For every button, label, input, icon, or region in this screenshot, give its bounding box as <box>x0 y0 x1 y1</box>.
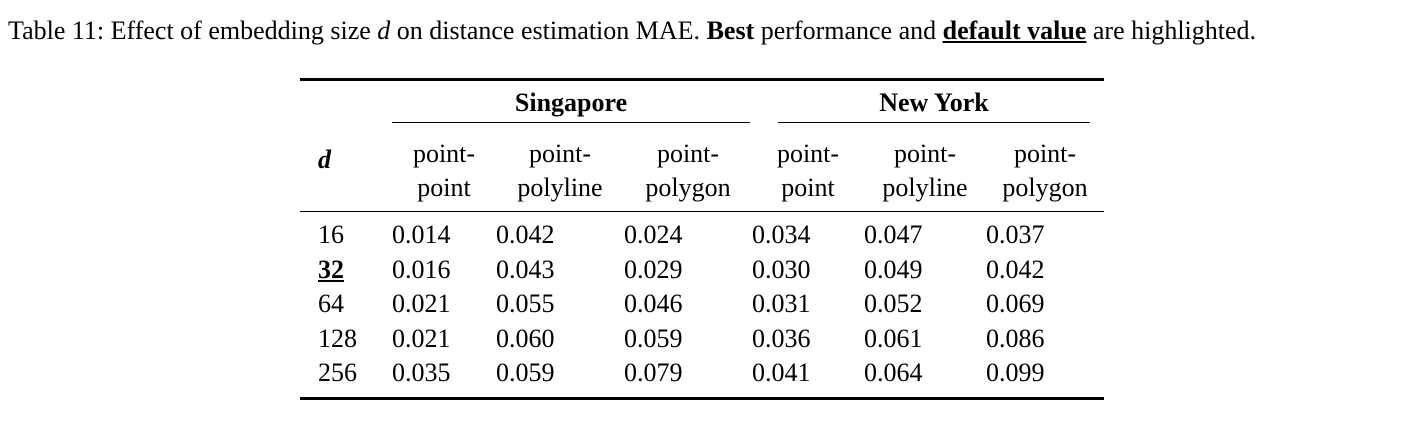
table-row: 128 0.021 0.060 0.059 0.036 0.061 0.086 <box>300 322 1104 357</box>
column-header-line: point- <box>893 139 957 168</box>
column-header: point-point <box>752 129 864 212</box>
column-header-line: point- <box>656 139 720 168</box>
column-header-line: polygon <box>645 173 731 202</box>
mae-cell: 0.034 <box>752 220 811 249</box>
caption-between: performance and <box>754 16 943 45</box>
mae-cell: 0.042 <box>496 220 555 249</box>
table-row: 64 0.021 0.055 0.046 0.031 0.052 0.069 <box>300 287 1104 322</box>
d-value: 128 <box>318 323 357 353</box>
mae-cell: 0.030 <box>752 254 811 284</box>
mae-cell: 0.047 <box>864 220 923 249</box>
caption-default: default value <box>942 16 1087 45</box>
mae-cell: 0.024 <box>624 220 683 249</box>
column-header: point-polyline <box>864 129 986 212</box>
group-header-new-york: New York <box>752 80 1104 130</box>
mae-cell: 0.021 <box>392 323 451 353</box>
mae-cell: 0.036 <box>752 323 811 353</box>
row-d-cell: 128 <box>300 322 392 357</box>
mae-cell: 0.021 <box>392 289 451 318</box>
caption-prefix: Table 11: Effect of embedding size <box>8 16 378 45</box>
group-label: New York <box>778 88 1090 123</box>
caption-middle: on distance estimation MAE. <box>390 16 707 45</box>
mae-cell: 0.037 <box>986 220 1045 249</box>
table-row: 16 0.014 0.042 0.024 0.034 0.047 0.037 <box>300 212 1104 253</box>
column-header-line: point- <box>776 139 840 168</box>
mae-cell: 0.031 <box>752 289 811 318</box>
mae-cell: 0.079 <box>624 358 683 387</box>
mae-cell: 0.046 <box>624 289 683 318</box>
mae-cell: 0.042 <box>986 254 1045 284</box>
column-header-line: point- <box>412 139 476 168</box>
results-table: d Singapore New York point-point point-po… <box>300 78 1104 400</box>
caption-best: Best <box>706 16 755 45</box>
table-caption: Table 11: Effect of embedding size d on … <box>8 14 1418 48</box>
column-header-line: point <box>781 173 835 202</box>
mae-cell: 0.086 <box>986 323 1045 353</box>
column-header: point-polyline <box>496 129 624 212</box>
mae-cell: 0.043 <box>496 254 555 284</box>
mae-cell: 0.014 <box>392 220 451 249</box>
group-header-singapore: Singapore <box>392 80 752 130</box>
row-d-cell: 256 <box>300 356 392 398</box>
mae-cell: 0.061 <box>864 323 923 353</box>
d-value: 64 <box>318 289 344 318</box>
row-d-cell: 64 <box>300 287 392 322</box>
mae-cell: 0.059 <box>624 323 683 353</box>
caption-symbol: d <box>377 16 391 45</box>
column-header-row: point-point point-polyline point-polygon po… <box>300 129 1104 212</box>
mae-cell: 0.060 <box>496 323 555 353</box>
column-header-line: polyline <box>882 173 968 202</box>
column-header-line: polygon <box>1002 173 1088 202</box>
mae-cell: 0.052 <box>864 289 923 318</box>
caption-suffix: are highlighted. <box>1086 16 1257 45</box>
mae-cell: 0.064 <box>864 358 923 387</box>
mae-cell: 0.099 <box>986 358 1045 387</box>
table-row: 256 0.035 0.059 0.079 0.041 0.064 0.099 <box>300 356 1104 398</box>
column-header: point-polygon <box>624 129 752 212</box>
mae-cell: 0.029 <box>624 254 683 284</box>
column-header-line: point- <box>1013 139 1077 168</box>
column-header: point-point <box>392 129 496 212</box>
header-d: d <box>318 145 331 174</box>
column-header-line: point- <box>528 139 592 168</box>
column-header: point-polygon <box>986 129 1104 212</box>
mae-cell: 0.016 <box>392 254 451 284</box>
mae-cell: 0.055 <box>496 289 555 318</box>
d-value: 32 <box>318 254 344 284</box>
row-d-cell: 32 <box>300 253 392 288</box>
mae-cell: 0.069 <box>986 289 1045 318</box>
mae-cell: 0.049 <box>864 254 923 284</box>
column-header-line: point <box>417 173 471 202</box>
d-value: 256 <box>318 358 357 387</box>
d-value: 16 <box>318 220 344 249</box>
mae-cell: 0.041 <box>752 358 811 387</box>
row-d-cell: 16 <box>300 212 392 253</box>
mae-cell: 0.059 <box>496 358 555 387</box>
mae-cell: 0.035 <box>392 358 451 387</box>
table-body: 16 0.014 0.042 0.024 0.034 0.047 0.037 32 0.016 0… <box>300 212 1104 398</box>
column-header-line: polyline <box>517 173 603 202</box>
group-label: Singapore <box>392 88 750 123</box>
table-row: 32 0.016 0.043 0.029 0.030 0.049 0.042 <box>300 253 1104 288</box>
